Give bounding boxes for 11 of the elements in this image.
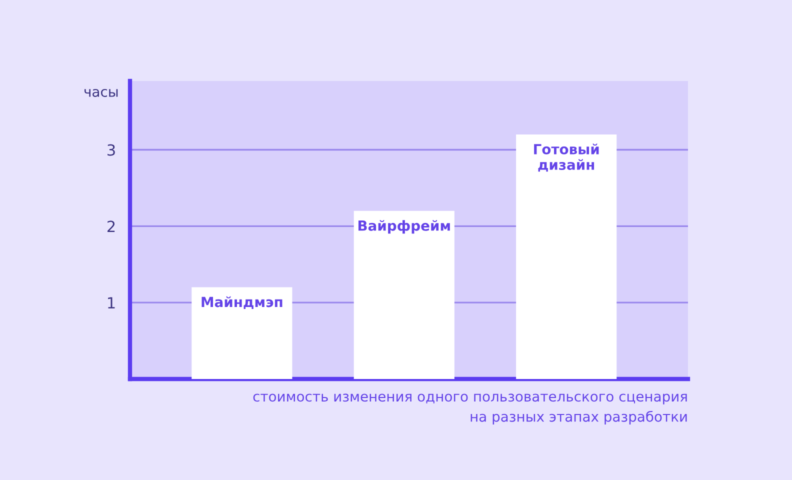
bar bbox=[354, 210, 454, 379]
bar bbox=[192, 287, 292, 379]
y-tick-label: 3 bbox=[108, 144, 115, 156]
x-tick-label: Майндмэп bbox=[202, 296, 282, 309]
bar bbox=[516, 134, 617, 379]
y-tick-label: 1 bbox=[108, 297, 115, 308]
x-axis-title: стоимость изменения одного пользовательского сценария на разных этапах разработки bbox=[253, 394, 687, 425]
x-tick-label: Готовый дизайн bbox=[534, 144, 599, 172]
x-tick-label: Вайрфрейм bbox=[358, 220, 450, 234]
y-axis-title: часы bbox=[84, 88, 118, 97]
y-tick-label: 2 bbox=[108, 220, 115, 232]
